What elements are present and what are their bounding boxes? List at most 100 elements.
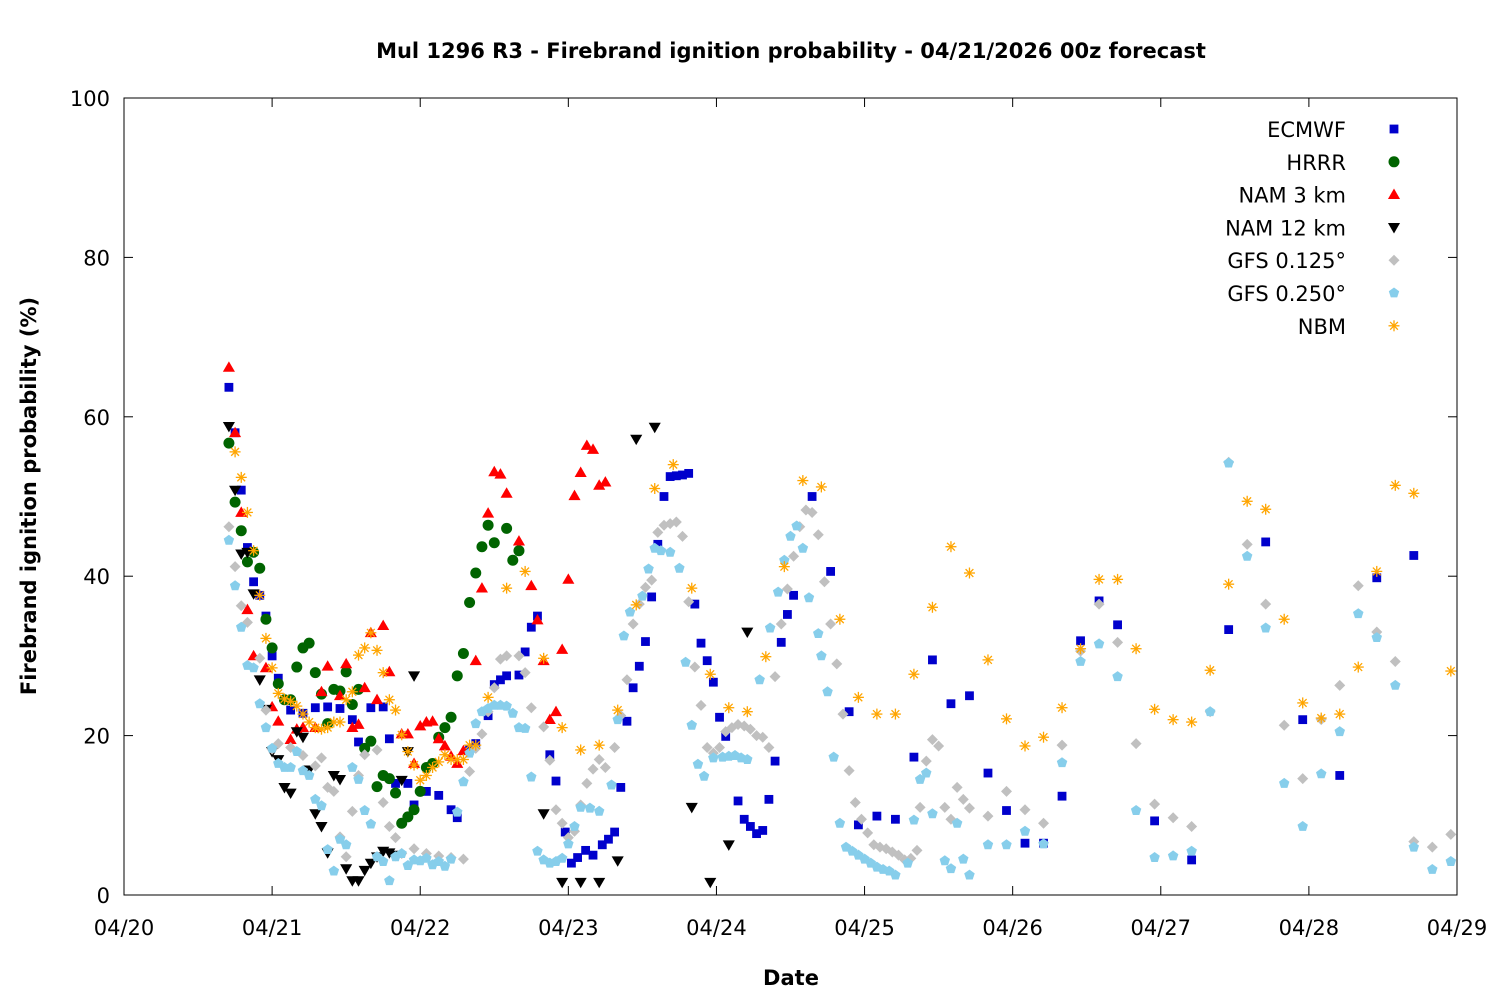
point-gfs-0-125 <box>1149 798 1161 810</box>
point-gfs-0-250 <box>1334 726 1345 737</box>
point-gfs-0-125 <box>825 618 837 630</box>
point-nbm <box>433 756 445 768</box>
point-nbm <box>334 716 346 728</box>
point-nbm <box>1075 643 1087 655</box>
point-gfs-0-250 <box>902 857 913 868</box>
point-gfs-0-125 <box>556 817 568 829</box>
point-nbm <box>667 459 679 471</box>
point-nbm <box>741 706 753 718</box>
point-gfs-0-250 <box>1167 850 1179 861</box>
point-gfs-0-125 <box>775 618 787 630</box>
point-gfs-0-125 <box>235 600 247 612</box>
point-nam-3-km <box>593 479 606 490</box>
point-nbm <box>322 722 334 734</box>
point-nam-3-km <box>358 681 371 693</box>
point-ecmwf <box>224 382 234 392</box>
point-nbm <box>1056 702 1068 714</box>
point-nam-12-km <box>593 877 606 889</box>
point-gfs-0-125 <box>914 801 926 813</box>
point-nbm <box>470 739 482 751</box>
point-gfs-0-125 <box>677 530 689 542</box>
point-nbm <box>377 667 389 679</box>
point-nam-3-km <box>346 721 359 733</box>
point-nbm <box>464 739 476 751</box>
point-nam-12-km <box>722 840 735 851</box>
point-nam-12-km <box>395 775 408 787</box>
point-gfs-0-250 <box>421 852 432 863</box>
point-nam-3-km <box>370 693 384 705</box>
point-gfs-0-250 <box>501 700 512 711</box>
point-gfs-0-125 <box>781 583 793 595</box>
point-nbm <box>248 545 260 557</box>
point-gfs-0-125 <box>581 777 593 789</box>
point-ecmwf <box>758 826 768 835</box>
point-ecmwf <box>1113 620 1122 630</box>
point-gfs-0-250 <box>291 746 302 756</box>
point-ecmwf <box>391 779 400 788</box>
point-gfs-0-125 <box>1260 598 1272 610</box>
point-gfs-0-250 <box>951 817 963 828</box>
point-gfs-0-125 <box>1093 598 1105 610</box>
point-nam-12-km <box>630 434 643 446</box>
point-nbm <box>1093 573 1105 585</box>
legend-marker-ecmwf <box>1389 124 1399 134</box>
point-nbm <box>1130 643 1142 655</box>
point-hrrr <box>365 735 377 747</box>
point-gfs-0-250 <box>532 845 543 856</box>
point-ecmwf <box>983 768 993 778</box>
point-ecmwf <box>1020 838 1030 848</box>
point-nbm <box>346 686 358 698</box>
point-nbm <box>340 694 352 706</box>
point-gfs-0-125 <box>855 813 867 825</box>
x-tick-label: 04/26 <box>982 916 1043 940</box>
point-nbm <box>303 716 315 728</box>
point-gfs-0-250 <box>1408 841 1419 852</box>
point-ecmwf <box>403 779 413 788</box>
point-gfs-0-250 <box>834 817 846 828</box>
point-nbm <box>254 589 266 601</box>
point-gfs-0-125 <box>408 843 420 855</box>
point-gfs-0-250 <box>1112 671 1123 682</box>
point-gfs-0-125 <box>652 526 664 538</box>
point-gfs-0-250 <box>563 838 574 849</box>
point-ecmwf <box>826 567 836 576</box>
point-gfs-0-250 <box>785 530 796 541</box>
point-gfs-0-125 <box>627 618 639 630</box>
point-nam-3-km <box>241 603 254 615</box>
series-nbm <box>229 446 1457 786</box>
legend-label: ECMWF <box>1267 118 1346 142</box>
point-nam-3-km <box>426 715 439 726</box>
point-nbm <box>457 754 469 766</box>
point-gfs-0-125 <box>769 671 781 683</box>
point-gfs-0-125 <box>390 832 402 844</box>
legend-marker-hrrr <box>1388 156 1400 168</box>
point-gfs-0-125 <box>599 761 611 773</box>
point-gfs-0-125 <box>714 742 726 754</box>
point-gfs-0-250 <box>606 779 617 790</box>
point-ecmwf <box>1057 791 1067 801</box>
axis-ticks: 04/20 04/21 04/22 04/23 04/24 04/25 04/26 04/27… <box>70 87 1487 940</box>
point-ecmwf <box>807 492 817 501</box>
point-nam-12-km <box>648 422 661 434</box>
point-nam-3-km <box>599 476 612 487</box>
point-hrrr <box>309 667 321 679</box>
point-nam-12-km <box>333 775 347 786</box>
point-gfs-0-250 <box>569 821 580 831</box>
point-hrrr <box>408 804 420 816</box>
point-nam-3-km <box>352 718 365 729</box>
chart-title: Mul 1296 R3 - Firebrand ignition probabi… <box>376 39 1206 63</box>
point-gfs-0-125 <box>843 765 855 777</box>
point-hrrr <box>266 642 278 654</box>
point-gfs-0-250 <box>921 767 932 778</box>
point-ecmwf <box>965 691 974 701</box>
point-gfs-0-250 <box>643 563 654 574</box>
point-gfs-0-125 <box>1019 804 1031 816</box>
point-ecmwf <box>551 776 561 786</box>
point-nam-3-km <box>549 705 563 717</box>
point-ecmwf <box>236 485 246 495</box>
point-ecmwf <box>702 656 712 666</box>
point-nbm <box>852 691 864 703</box>
point-hrrr <box>445 711 457 723</box>
point-gfs-0-125 <box>806 506 818 518</box>
